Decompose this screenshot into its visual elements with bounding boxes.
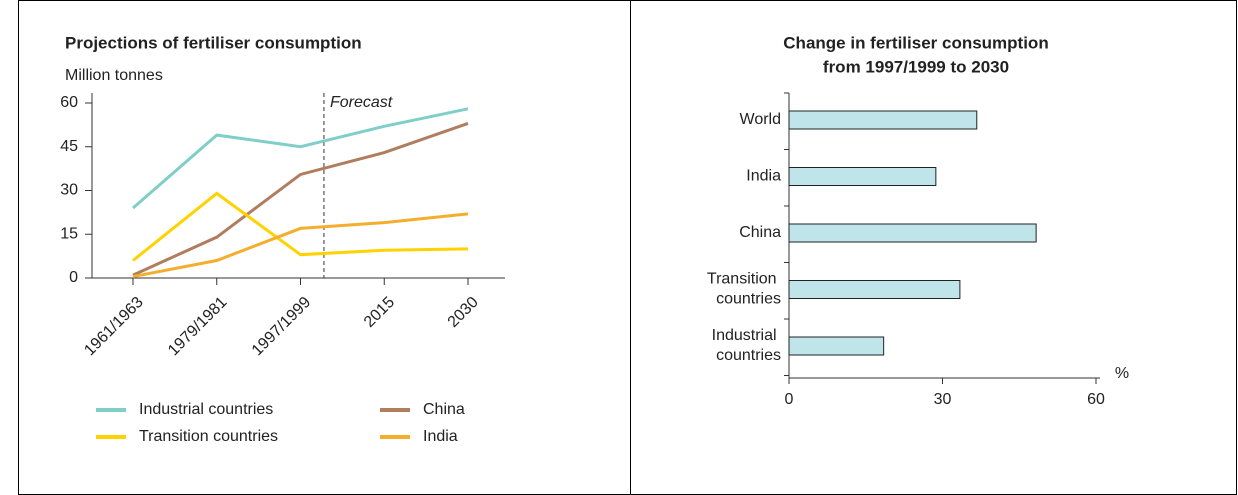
y-tick-label: Transition countries (707, 271, 781, 308)
y-tick-label: 15 (60, 225, 78, 242)
y-tick-label: India (746, 168, 781, 185)
label-line: countries (716, 291, 781, 308)
x-tick-label: 1997/1999 (249, 294, 315, 360)
label-line: World (740, 111, 782, 128)
x-tick-label: 30 (934, 391, 952, 408)
y-tick-label: 60 (60, 94, 78, 111)
y-tick-label: 45 (60, 138, 78, 155)
bar (788, 167, 937, 186)
x-tick-label: 0 (785, 391, 794, 408)
x-tick-label: 1961/1963 (81, 294, 147, 360)
chart-title: Change in fertiliser consumption (783, 33, 1048, 52)
label-line: Industrial (712, 327, 781, 344)
y-tick-label: 30 (60, 182, 78, 199)
series-line (132, 122, 469, 277)
legend-label: China (423, 401, 465, 418)
label-line: India (746, 168, 781, 185)
series-line (132, 212, 469, 279)
legend-label: Transition countries (139, 428, 278, 445)
legend-label: India (423, 428, 458, 445)
x-axis-label: % (1115, 365, 1129, 382)
x-tick-label: 2015 (361, 294, 398, 331)
y-tick-label: World (740, 111, 782, 128)
y-axis-label: Million tonnes (65, 67, 163, 84)
y-tick-label: 0 (69, 269, 78, 286)
bar (788, 223, 1037, 243)
series-line (132, 191, 469, 262)
label-line: countries (716, 347, 781, 364)
label-line: China (739, 224, 781, 241)
chart-title: from 1997/1999 to 2030 (823, 57, 1009, 76)
label-line: Transition (707, 271, 781, 288)
legend-label: Industrial countries (139, 401, 273, 418)
bar (788, 336, 885, 356)
series-line (132, 107, 469, 210)
x-tick-label: 1979/1981 (165, 294, 231, 360)
annotation: Forecast (330, 94, 393, 111)
bar (788, 110, 978, 130)
chart-title: Projections of fertiliser consumption (65, 33, 362, 52)
bar (788, 280, 961, 299)
frame (18, 0, 1237, 495)
y-tick-label: China (739, 224, 781, 241)
y-tick-label: Industrial countries (712, 327, 781, 364)
x-tick-label: 2030 (445, 294, 482, 331)
x-tick-label: 60 (1087, 391, 1105, 408)
